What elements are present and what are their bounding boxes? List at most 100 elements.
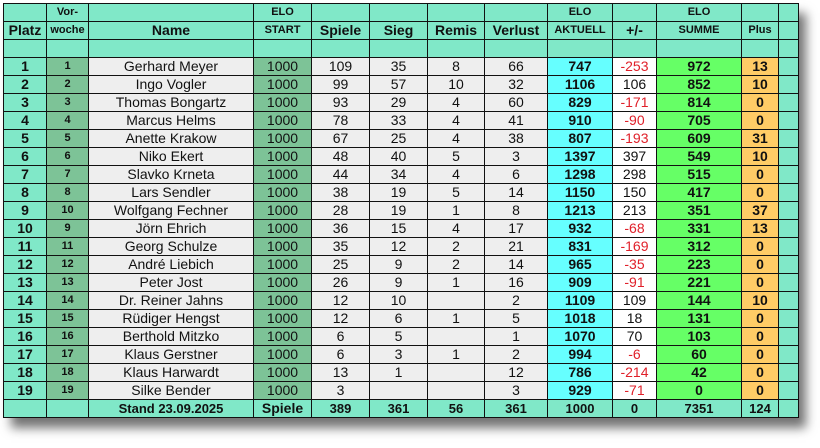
remis-cell xyxy=(427,363,485,382)
elo-start-cell: 1000 xyxy=(253,129,312,148)
elo-aktuell-cell: 932 xyxy=(547,219,613,238)
elo-start-cell: 1000 xyxy=(253,93,312,112)
vorwoche-cell: 12 xyxy=(46,255,89,274)
elo-summe-cell: 42 xyxy=(656,363,742,382)
plus-cell: 10 xyxy=(741,291,779,310)
diff-cell: -68 xyxy=(612,219,657,238)
spiele-cell: 25 xyxy=(311,255,370,274)
plus-cell: 10 xyxy=(741,75,779,94)
spiele-cell: 109 xyxy=(311,57,370,76)
footer-row: Stand 23.09.2025 Spiele 389 361 56 361 1… xyxy=(3,399,799,418)
spiele-cell: 36 xyxy=(311,219,370,238)
sieg-cell: 5 xyxy=(369,327,428,346)
spiele-cell: 78 xyxy=(311,111,370,130)
empty-cell xyxy=(778,147,799,166)
header-row-2: Platz woche Name START Spiele Sieg Remis… xyxy=(3,21,799,40)
verlust-cell: 17 xyxy=(484,219,548,238)
platz-cell: 16 xyxy=(3,327,47,346)
elo-aktuell-cell: 807 xyxy=(547,129,613,148)
plus-cell: 37 xyxy=(741,201,779,220)
sieg-cell: 29 xyxy=(369,93,428,112)
remis-cell: 2 xyxy=(427,255,485,274)
sieg-cell: 12 xyxy=(369,237,428,256)
name-cell: Georg Schulze xyxy=(88,237,254,256)
elo-summe-cell: 351 xyxy=(656,201,742,220)
header-cell xyxy=(612,3,657,22)
sieg-cell: 25 xyxy=(369,129,428,148)
header-elo-start-top: ELO xyxy=(253,3,312,22)
ranking-rows: 1 1 Gerhard Meyer 1000 109 35 8 66 747 -253 972 13 2… xyxy=(3,57,799,400)
name-cell: Dr. Reiner Jahns xyxy=(88,291,254,310)
diff-cell: -253 xyxy=(612,57,657,76)
plus-cell: 0 xyxy=(741,309,779,328)
plus-cell: 0 xyxy=(741,93,779,112)
plus-cell: 0 xyxy=(741,183,779,202)
platz-cell: 12 xyxy=(3,255,47,274)
verlust-cell: 1 xyxy=(484,327,548,346)
name-cell: Silke Bender xyxy=(88,381,254,400)
diff-cell: -171 xyxy=(612,93,657,112)
table-row: 18 18 Klaus Harwardt 1000 13 1 12 786 -214 42 0 xyxy=(3,363,799,382)
footer-cell xyxy=(46,399,89,418)
empty-cell xyxy=(778,363,799,382)
elo-summe-cell: 60 xyxy=(656,345,742,364)
verlust-cell: 14 xyxy=(484,183,548,202)
elo-aktuell-cell: 747 xyxy=(547,57,613,76)
footer-aktuell: 1000 xyxy=(547,399,613,418)
diff-cell: 397 xyxy=(612,147,657,166)
elo-start-cell: 1000 xyxy=(253,57,312,76)
remis-cell: 1 xyxy=(427,345,485,364)
remis-cell: 1 xyxy=(427,201,485,220)
elo-start-cell: 1000 xyxy=(253,345,312,364)
sieg-cell: 35 xyxy=(369,57,428,76)
sieg-cell: 6 xyxy=(369,309,428,328)
name-cell: Peter Jost xyxy=(88,273,254,292)
remis-cell: 4 xyxy=(427,129,485,148)
spiele-cell: 28 xyxy=(311,201,370,220)
remis-cell: 1 xyxy=(427,273,485,292)
diff-cell: -169 xyxy=(612,237,657,256)
spiele-cell: 26 xyxy=(311,273,370,292)
diff-cell: -6 xyxy=(612,345,657,364)
table-row: 17 17 Klaus Gerstner 1000 6 3 1 2 994 -6 60 0 xyxy=(3,345,799,364)
elo-summe-cell: 221 xyxy=(656,273,742,292)
table-row: 6 6 Niko Ekert 1000 48 40 5 3 1397 397 549 10 xyxy=(3,147,799,166)
empty-cell xyxy=(778,255,799,274)
remis-cell: 4 xyxy=(427,111,485,130)
empty-cell xyxy=(778,183,799,202)
remis-cell: 1 xyxy=(427,309,485,328)
platz-cell: 14 xyxy=(3,291,47,310)
name-cell: Jörn Ehrich xyxy=(88,219,254,238)
diff-cell: -90 xyxy=(612,111,657,130)
vorwoche-cell: 10 xyxy=(46,201,89,220)
elo-aktuell-cell: 929 xyxy=(547,381,613,400)
elo-aktuell-cell: 831 xyxy=(547,237,613,256)
empty-cell xyxy=(778,129,799,148)
sieg-cell: 19 xyxy=(369,201,428,220)
footer-cell xyxy=(3,399,47,418)
verlust-cell: 38 xyxy=(484,129,548,148)
vorwoche-cell: 1 xyxy=(46,57,89,76)
platz-cell: 15 xyxy=(3,309,47,328)
remis-cell: 8 xyxy=(427,57,485,76)
footer-spiele: 389 xyxy=(311,399,370,418)
header-spiele: Spiele xyxy=(311,21,370,40)
vorwoche-cell: 9 xyxy=(46,219,89,238)
footer-verlust: 361 xyxy=(484,399,548,418)
elo-aktuell-cell: 1150 xyxy=(547,183,613,202)
elo-aktuell-cell: 1018 xyxy=(547,309,613,328)
table-row: 10 9 Jörn Ehrich 1000 36 15 4 17 932 -68 331 13 xyxy=(3,219,799,238)
verlust-cell: 12 xyxy=(484,363,548,382)
elo-start-cell: 1000 xyxy=(253,75,312,94)
header-platz: Platz xyxy=(3,21,47,40)
remis-cell: 5 xyxy=(427,147,485,166)
vorwoche-cell: 2 xyxy=(46,75,89,94)
platz-cell: 2 xyxy=(3,75,47,94)
elo-summe-cell: 515 xyxy=(656,165,742,184)
footer-summe: 7351 xyxy=(656,399,742,418)
header-vorwoche: woche xyxy=(46,21,89,40)
remis-cell: 4 xyxy=(427,93,485,112)
diff-cell: -71 xyxy=(612,381,657,400)
name-cell: Marcus Helms xyxy=(88,111,254,130)
table-row: 19 19 Silke Bender 1000 3 3 929 -71 0 0 xyxy=(3,381,799,400)
